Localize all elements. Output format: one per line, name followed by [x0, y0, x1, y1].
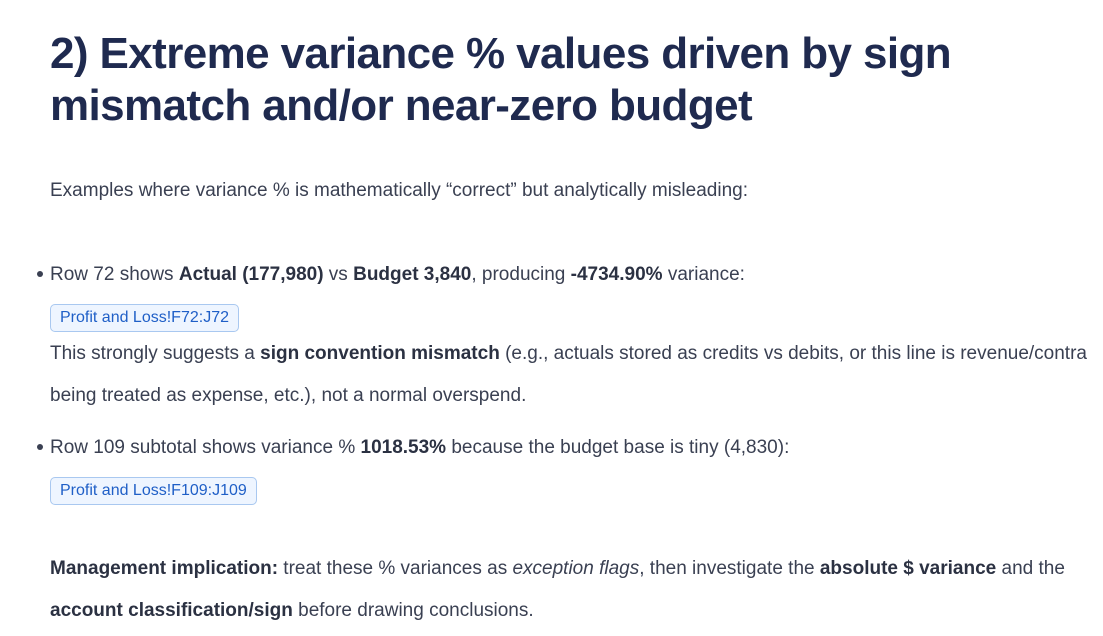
list-item-row-109: Row 109 subtotal shows variance % 1018.5… — [37, 427, 1090, 506]
actual-value: Actual (177,980) — [178, 264, 324, 285]
ref-wrap: Profit and Loss!F109:J109 — [50, 469, 1090, 506]
vs-text: vs — [323, 264, 354, 285]
bullet-dot — [37, 444, 43, 450]
producing-text: , producing — [471, 264, 571, 285]
list-item-row-72: Row 72 shows Actual (177,980) vs Budget … — [37, 254, 1090, 417]
row-72-summary: Row 72 shows Actual (177,980) vs Budget … — [50, 254, 1090, 296]
variance-percent-value: 1018.53% — [360, 437, 447, 458]
content-area: 2) Extreme variance % values driven by s… — [37, 28, 1090, 632]
explanation-detail: (e.g., actuals stored as credits vs debi… — [50, 343, 1087, 406]
explanation-text: This strongly suggests a — [50, 343, 261, 364]
mgmt-text-1: treat these % variances as — [278, 558, 513, 579]
cell-reference-chip[interactable]: Profit and Loss!F72:J72 — [50, 304, 239, 332]
mgmt-text-4: before drawing conclusions. — [292, 600, 534, 621]
cell-reference-chip[interactable]: Profit and Loss!F109:J109 — [50, 477, 257, 505]
classification-term: account classification/sign — [50, 600, 293, 621]
ref-wrap: Profit and Loss!F72:J72 — [50, 296, 1090, 333]
exception-flags-term: exception flags — [512, 558, 640, 579]
section-heading: 2) Extreme variance % values driven by s… — [50, 29, 952, 130]
examples-list: Row 72 shows Actual (177,980) vs Budget … — [37, 254, 1090, 506]
bullet-dot — [37, 271, 43, 277]
variance-label: variance: — [662, 264, 745, 285]
row-109-summary: Row 109 subtotal shows variance % 1018.5… — [50, 427, 1090, 469]
sign-mismatch-term: sign convention mismatch — [260, 343, 500, 364]
management-implication: Management implication: treat these % va… — [50, 548, 1090, 632]
management-label: Management implication: — [50, 558, 279, 579]
row-72-explanation: This strongly suggests a sign convention… — [50, 333, 1090, 417]
budget-value: Budget 3,840 — [353, 264, 472, 285]
budget-base-text: because the budget base is tiny (4,830): — [446, 437, 790, 458]
mgmt-text-2: , then investigate the — [639, 558, 820, 579]
row-72-text: Row 72 shows — [50, 264, 179, 285]
variance-value: -4734.90% — [570, 264, 663, 285]
absolute-variance-term: absolute $ variance — [819, 558, 997, 579]
mgmt-text-3: and the — [996, 558, 1065, 579]
row-109-text: Row 109 subtotal shows variance % — [50, 437, 361, 458]
intro-text: Examples where variance % is mathematica… — [50, 180, 748, 201]
